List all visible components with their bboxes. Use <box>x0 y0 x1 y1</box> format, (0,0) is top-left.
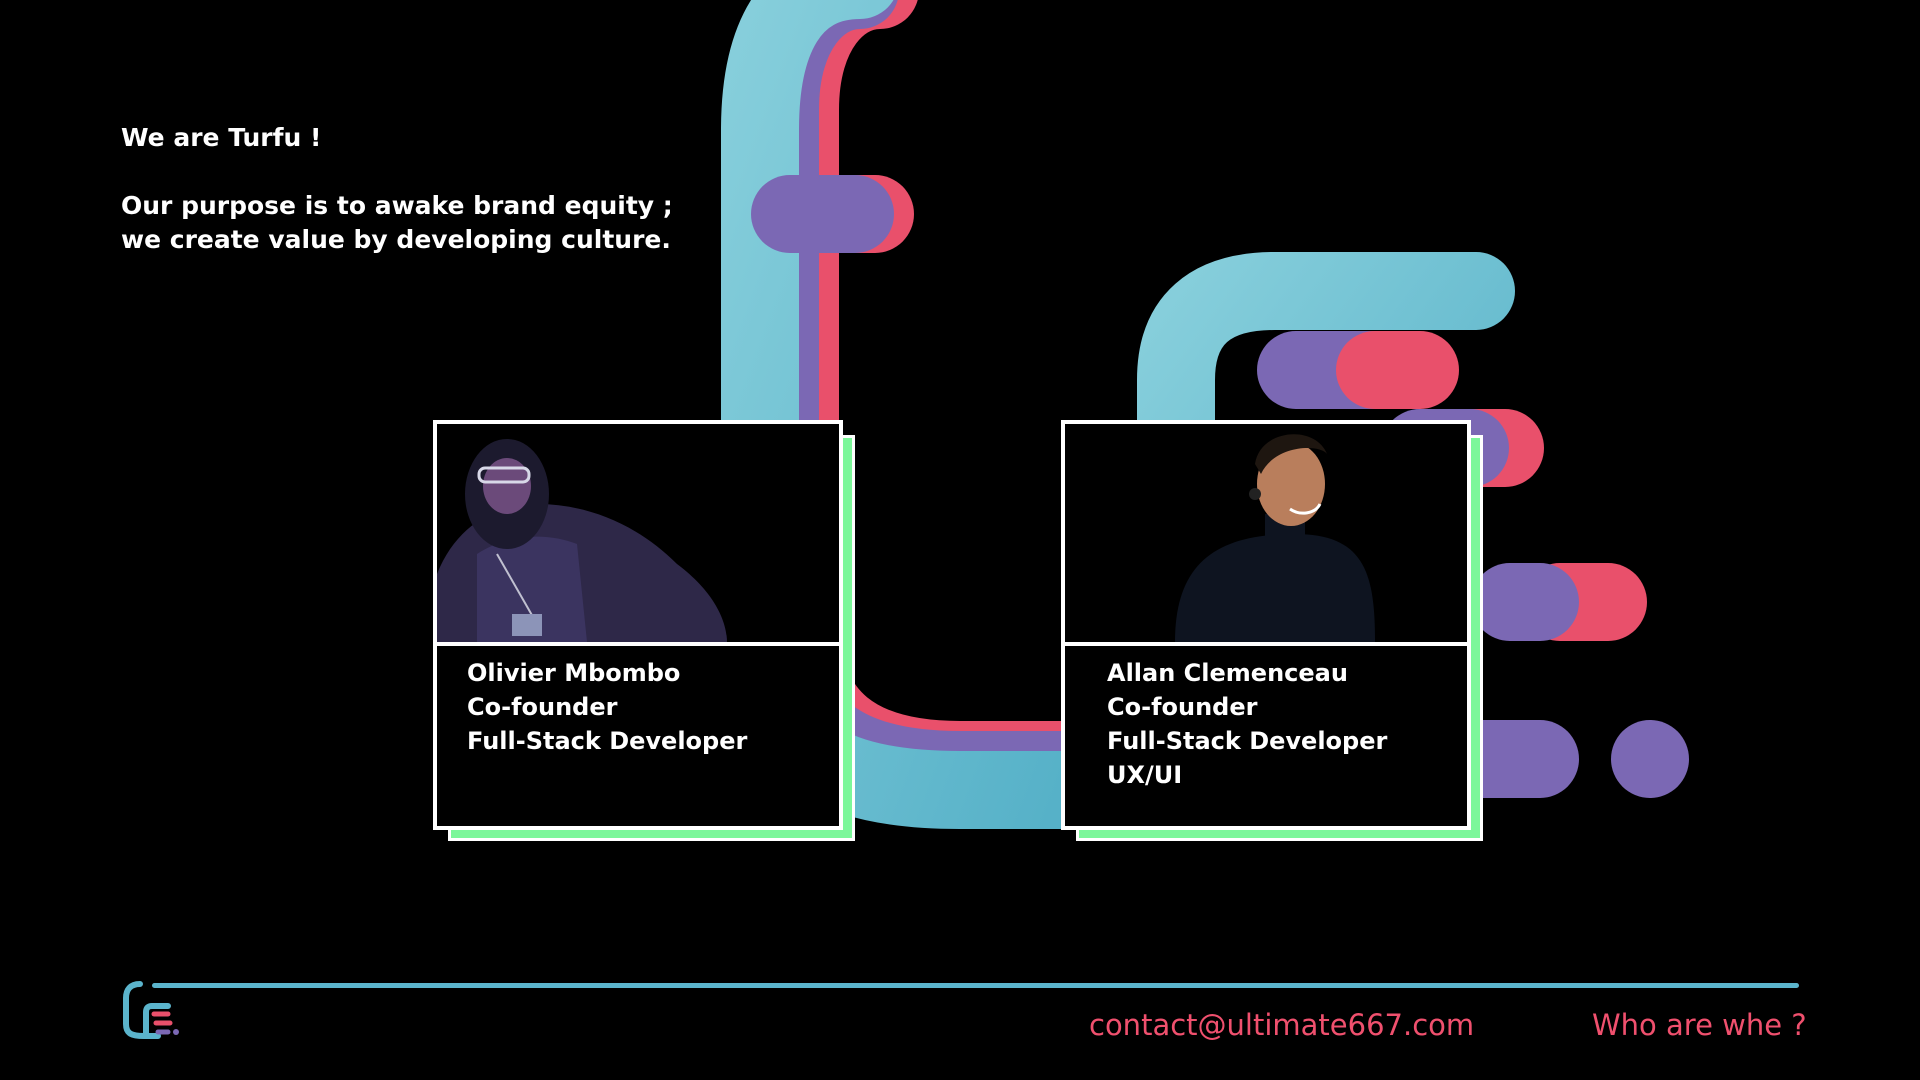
person-photo-illustration <box>437 439 727 642</box>
contact-email-link[interactable]: contact@ultimate667.com <box>1089 1008 1475 1042</box>
member-title: Full-Stack Developer <box>1107 727 1388 755</box>
person-photo-illustration <box>1175 434 1375 642</box>
who-are-we-link[interactable]: Who are whe ? <box>1592 1008 1807 1042</box>
intro-greeting: We are Turfu ! <box>121 123 322 152</box>
member-role: Co-founder <box>1107 693 1258 721</box>
intro-purpose-line2: we create value by developing culture. <box>121 225 671 254</box>
member-title: Full-Stack Developer <box>467 727 748 755</box>
team-info-allan: Allan Clemenceau Co-founder Full-Stack D… <box>1107 656 1387 792</box>
team-photo-olivier <box>437 424 839 646</box>
member-name: Olivier Mbombo <box>467 659 681 687</box>
card-frame: Olivier Mbombo Co-founder Full-Stack Dev… <box>433 420 843 830</box>
team-info-olivier: Olivier Mbombo Co-founder Full-Stack Dev… <box>467 656 747 758</box>
brand-logo-icon[interactable] <box>118 980 184 1042</box>
team-card-olivier: Olivier Mbombo Co-founder Full-Stack Dev… <box>433 420 855 841</box>
team-card-allan: Allan Clemenceau Co-founder Full-Stack D… <box>1061 420 1483 841</box>
member-role: Co-founder <box>467 693 618 721</box>
member-name: Allan Clemenceau <box>1107 659 1348 687</box>
intro-purpose-line1: Our purpose is to awake brand equity ; <box>121 191 673 220</box>
intro-text: We are Turfu ! Our purpose is to awake b… <box>121 121 761 257</box>
footer-divider <box>152 983 1799 988</box>
team-photo-allan <box>1065 424 1467 646</box>
member-extra: UX/UI <box>1107 761 1183 789</box>
card-frame: Allan Clemenceau Co-founder Full-Stack D… <box>1061 420 1471 830</box>
